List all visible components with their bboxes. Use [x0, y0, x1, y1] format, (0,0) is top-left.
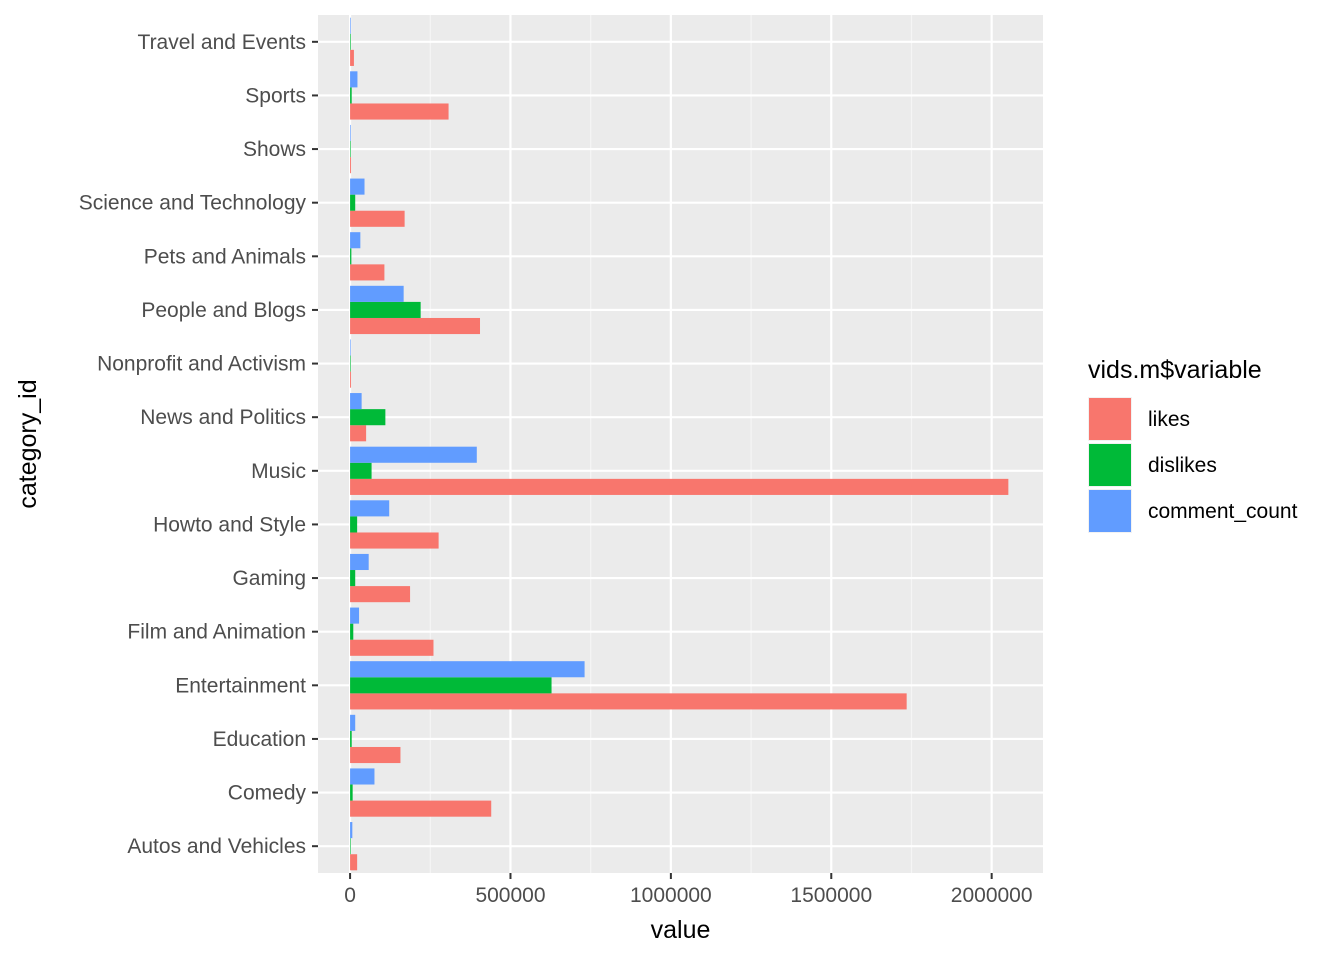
y-tick-label: Sports: [245, 84, 306, 107]
legend-swatch-comment_count: [1089, 490, 1131, 532]
x-tick-label: 1000000: [630, 884, 712, 907]
bar-dislikes-gaming: [350, 570, 356, 587]
bar-dislikes-entertainment: [350, 677, 552, 694]
bar-dislikes-music: [350, 462, 372, 479]
bar-comment_count-entertainment: [350, 661, 585, 678]
bar-likes-comedy: [350, 800, 492, 817]
bar-comment_count-sports: [350, 71, 358, 88]
y-tick-label: Music: [251, 460, 306, 483]
bar-comment_count-shows: [350, 124, 351, 142]
y-tick-label: Science and Technology: [79, 192, 307, 215]
legend-label-dislikes: dislikes: [1148, 454, 1217, 477]
bar-likes-nonprofit-and-activism: [350, 371, 352, 388]
bar-likes-people-and-blogs: [350, 317, 481, 335]
plot-panel: [318, 15, 1043, 873]
y-tick-label: Pets and Animals: [144, 245, 306, 268]
x-tick-label: 2000000: [951, 884, 1033, 907]
bar-likes-shows: [350, 157, 352, 174]
bar-dislikes-film-and-animation: [350, 623, 354, 640]
bars: [350, 17, 1009, 871]
y-tick-label: Shows: [243, 138, 306, 161]
bar-dislikes-news-and-politics: [350, 409, 386, 426]
bar-dislikes-comedy: [350, 784, 353, 801]
bar-comment_count-music: [350, 446, 477, 463]
bar-comment_count-autos-and-vehicles: [350, 822, 353, 839]
y-tick-label: Howto and Style: [153, 513, 306, 536]
x-tick-label: 1500000: [790, 884, 872, 907]
bar-likes-sports: [350, 103, 449, 120]
bar-dislikes-people-and-blogs: [350, 301, 421, 318]
bar-likes-science-and-technology: [350, 210, 405, 227]
bar-comment_count-howto-and-style: [350, 500, 390, 517]
legend-title: vids.m$variable: [1088, 356, 1262, 384]
bar-comment_count-news-and-politics: [350, 393, 362, 410]
bar-likes-autos-and-vehicles: [350, 854, 358, 871]
bar-likes-travel-and-events: [350, 49, 354, 66]
y-tick-label: Comedy: [228, 782, 307, 805]
bar-comment_count-travel-and-events: [350, 17, 351, 34]
legend-swatch-dislikes: [1089, 444, 1131, 486]
legend-label-comment_count: comment_count: [1148, 500, 1298, 523]
bar-dislikes-shows: [350, 141, 351, 158]
grid-major: [318, 15, 1043, 873]
bar-comment_count-education: [350, 714, 356, 731]
y-tick-label: Film and Animation: [127, 621, 306, 644]
bar-likes-film-and-animation: [350, 639, 434, 656]
bar-comment_count-gaming: [350, 553, 369, 571]
bar-likes-gaming: [350, 586, 411, 603]
bar-comment_count-nonprofit-and-activism: [350, 339, 351, 356]
bar-likes-pets-and-animals: [350, 264, 385, 281]
bar-likes-music: [350, 478, 1009, 495]
bar-dislikes-nonprofit-and-activism: [350, 355, 351, 372]
y-tick-label: Education: [213, 728, 306, 751]
y-axis-title: category_id: [14, 379, 42, 508]
bar-comment_count-pets-and-animals: [350, 232, 361, 249]
x-axis-title: value: [651, 916, 711, 944]
y-tick-label: Gaming: [232, 567, 306, 590]
legend-swatch-likes: [1089, 398, 1131, 440]
bar-likes-howto-and-style: [350, 532, 439, 549]
x-tick-label: 0: [344, 884, 356, 907]
y-tick-label: Travel and Events: [138, 31, 306, 54]
bar-comment_count-comedy: [350, 768, 375, 785]
y-tick-label: Nonprofit and Activism: [97, 353, 306, 376]
bar-likes-entertainment: [350, 693, 907, 710]
y-tick-label: Entertainment: [175, 674, 306, 697]
y-tick-label: Autos and Vehicles: [127, 835, 306, 858]
y-tick-label: News and Politics: [140, 406, 306, 429]
bar-comment_count-film-and-animation: [350, 607, 360, 624]
bar-likes-news-and-politics: [350, 425, 367, 442]
bar-comment_count-people-and-blogs: [350, 285, 404, 302]
y-axis: Autos and Vehicles Comedy Education Enterta…: [79, 31, 318, 858]
bar-likes-education: [350, 746, 401, 764]
x-axis: 0 500000 1000000 1500000 2000000: [344, 873, 1033, 907]
bar-dislikes-howto-and-style: [350, 516, 358, 533]
bar-dislikes-science-and-technology: [350, 194, 356, 211]
bar-dislikes-education: [350, 730, 352, 747]
bar-comment_count-science-and-technology: [350, 178, 365, 195]
bar-dislikes-autos-and-vehicles: [350, 838, 351, 855]
bar-dislikes-pets-and-animals: [350, 248, 352, 265]
legend: vids.m$variable likes dislikes comment_cou…: [1088, 356, 1298, 533]
bar-dislikes-travel-and-events: [350, 33, 351, 50]
grid-minor: [429, 15, 913, 873]
y-tick-label: People and Blogs: [141, 299, 306, 322]
x-tick-label: 500000: [475, 884, 545, 907]
legend-label-likes: likes: [1148, 408, 1190, 431]
bar-dislikes-sports: [350, 87, 352, 104]
